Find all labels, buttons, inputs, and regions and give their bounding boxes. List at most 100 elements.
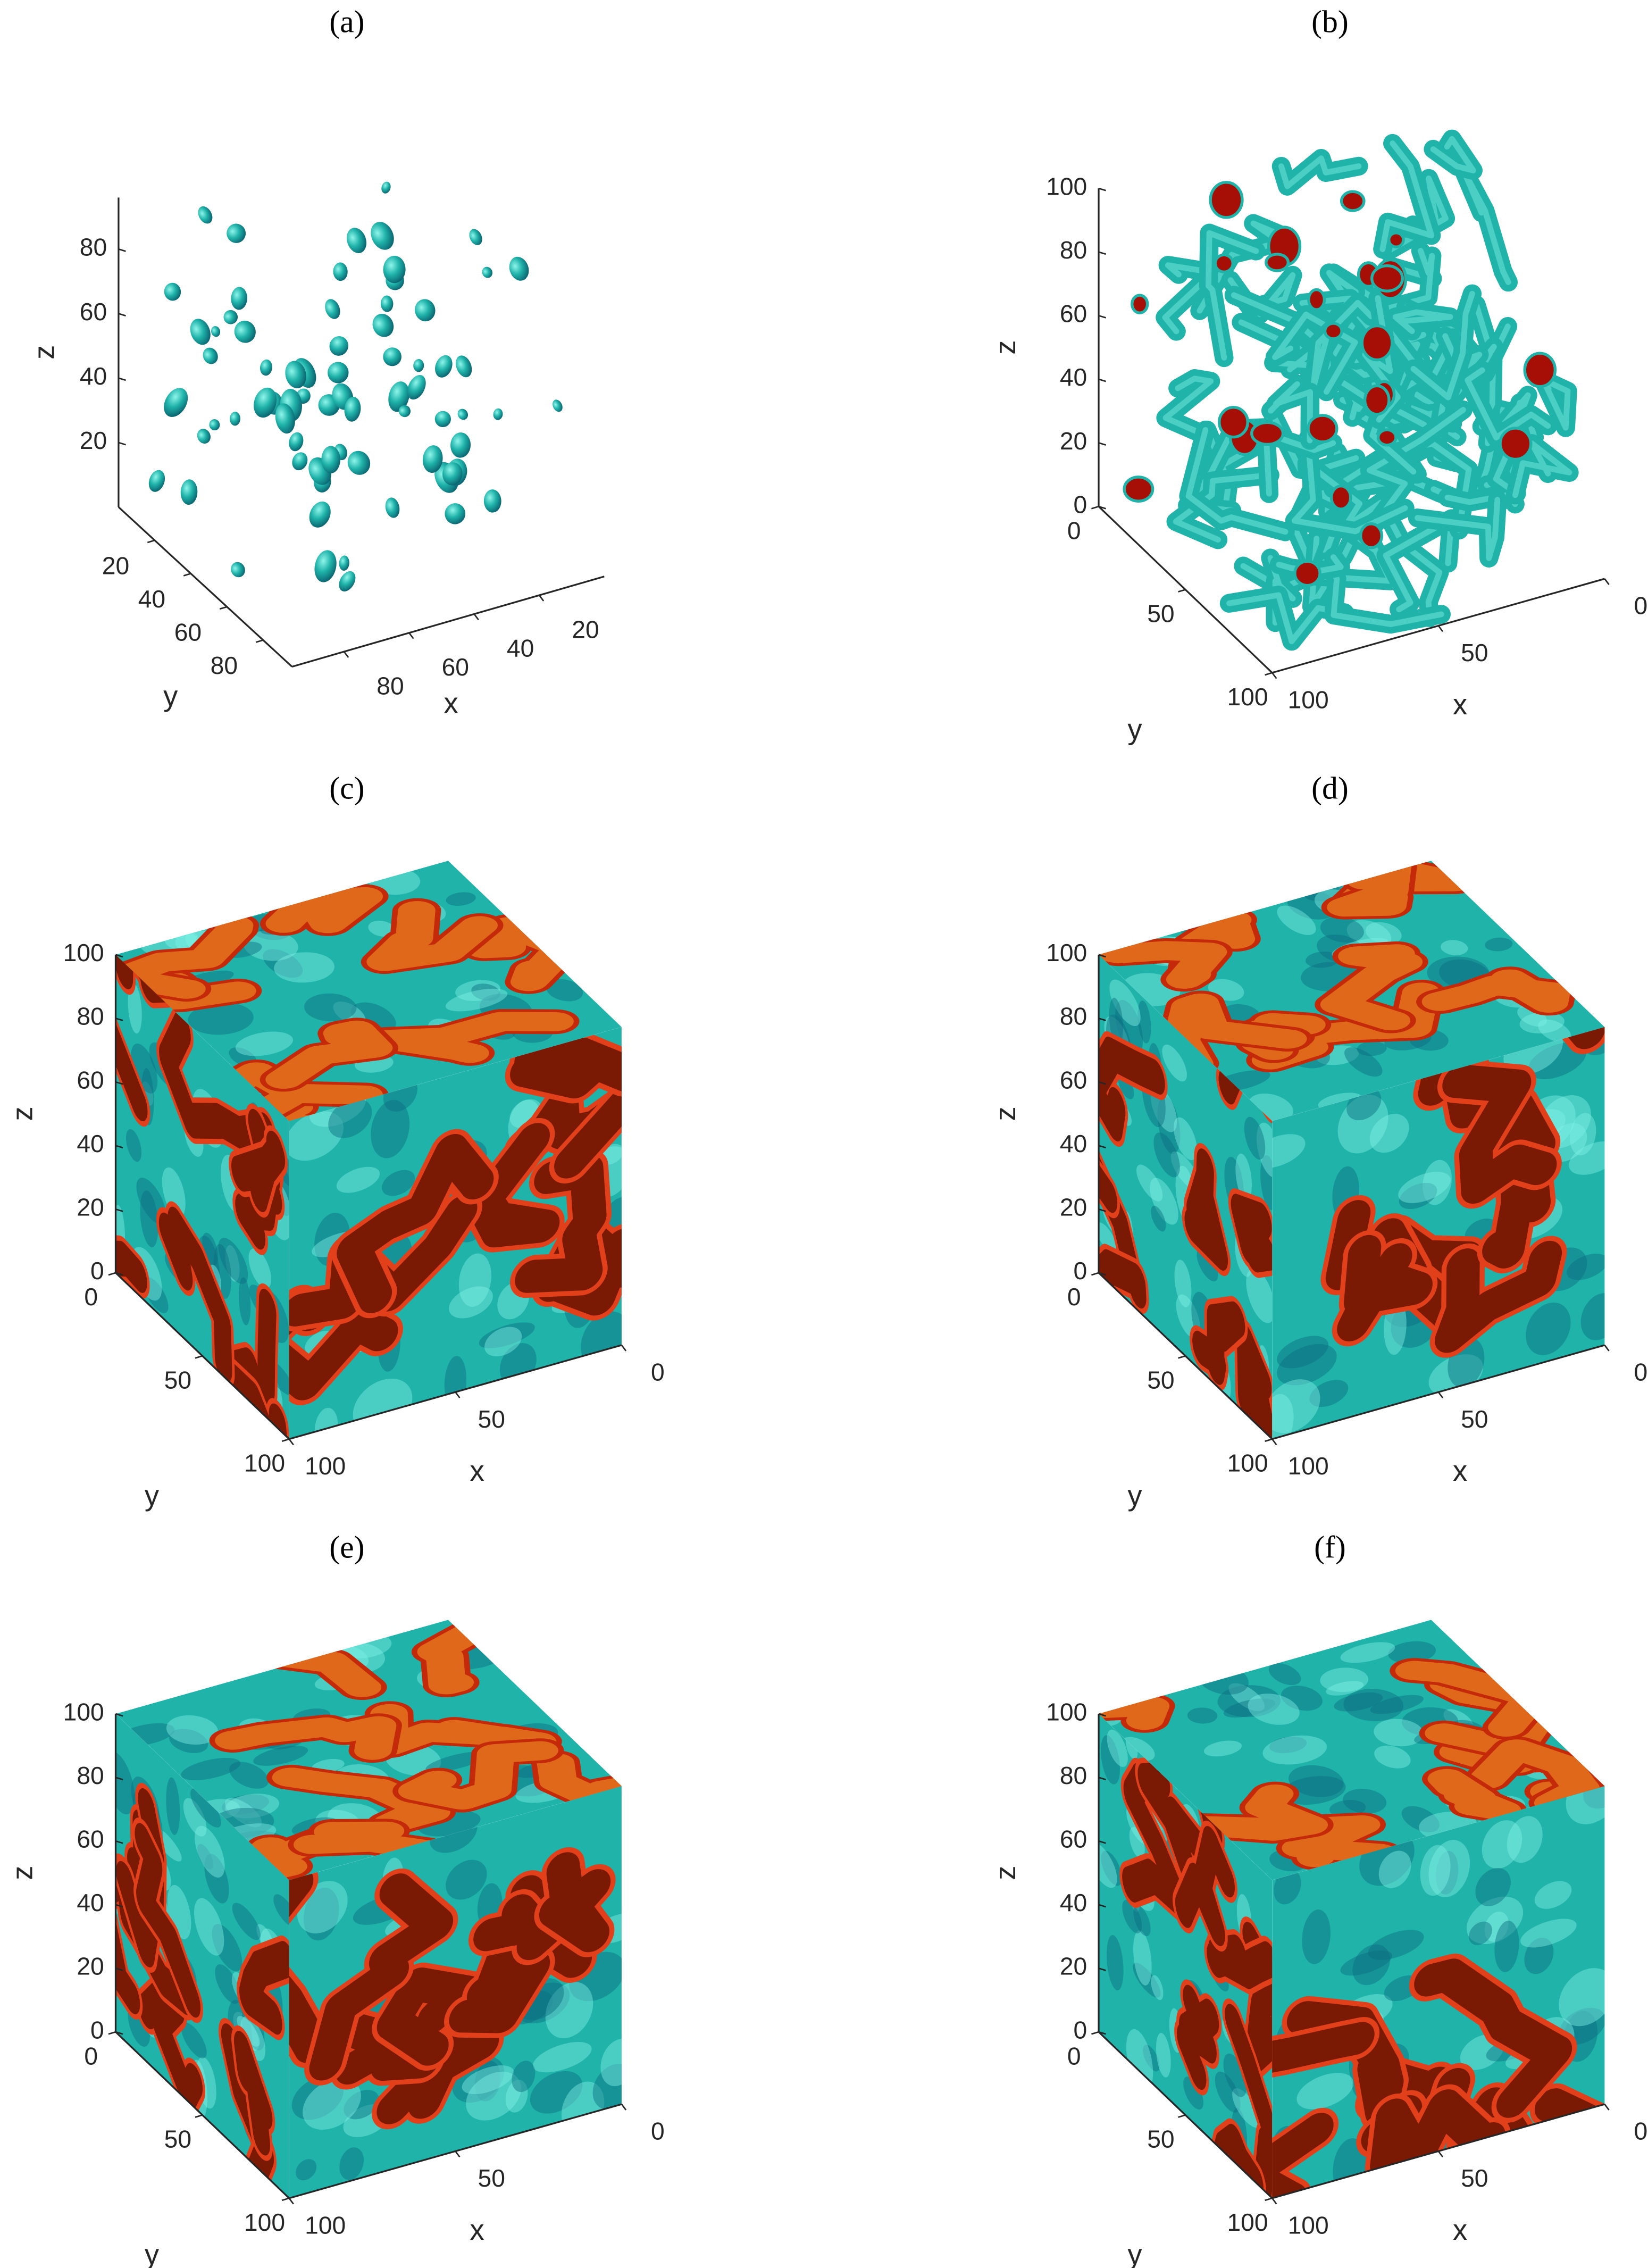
panel-title: (a) bbox=[329, 4, 364, 39]
panel-title: (f) bbox=[1314, 1530, 1346, 1565]
cap bbox=[368, 1012, 574, 1063]
z-tick bbox=[1098, 505, 1106, 510]
surface-shade bbox=[1583, 1786, 1605, 1809]
cap bbox=[1207, 1934, 1273, 1989]
surface-shade bbox=[1365, 922, 1402, 945]
surface-shade bbox=[546, 979, 583, 1002]
z-tick-label: 40 bbox=[1060, 1130, 1087, 1157]
face-content bbox=[289, 1786, 622, 2198]
face-background bbox=[115, 954, 289, 1439]
surface-shade bbox=[1156, 2033, 1171, 2078]
y-axis-label: y bbox=[1127, 1479, 1142, 1512]
surface-shade bbox=[1151, 1205, 1166, 1232]
surface-shade bbox=[1272, 1134, 1306, 1169]
surface-shade bbox=[1566, 1786, 1605, 1824]
cap bbox=[1293, 560, 1321, 587]
tube-highlight bbox=[1310, 299, 1374, 391]
cap bbox=[115, 1239, 147, 1437]
droplet bbox=[347, 451, 371, 475]
x-tick bbox=[1271, 2197, 1277, 2205]
surface-shade bbox=[221, 1794, 269, 1815]
droplet bbox=[371, 222, 394, 250]
z-tick bbox=[115, 1967, 123, 1971]
z-tick bbox=[1098, 187, 1106, 191]
surface-shade bbox=[1223, 1698, 1276, 1718]
z-tick-label: 0 bbox=[1074, 490, 1087, 518]
y-axis-label: y bbox=[1127, 2238, 1142, 2268]
y-tick-label: 0 bbox=[84, 2042, 98, 2070]
surface-shade bbox=[1099, 1222, 1116, 1252]
cap bbox=[1272, 2113, 1334, 2198]
z-tick bbox=[1098, 954, 1106, 958]
droplet bbox=[457, 408, 468, 420]
y-tick bbox=[255, 639, 264, 643]
x-tick-label: 100 bbox=[1288, 686, 1329, 713]
surface-shade bbox=[371, 1099, 410, 1158]
y-tick bbox=[195, 2114, 203, 2118]
surface-shade bbox=[530, 2071, 583, 2114]
cap bbox=[1363, 384, 1391, 416]
surface-shade bbox=[1388, 1641, 1436, 1664]
surface-shade bbox=[126, 1129, 142, 1162]
face-content bbox=[115, 954, 289, 1439]
surface-shade bbox=[1494, 1921, 1519, 1972]
droplet bbox=[254, 387, 277, 418]
z-tick-label: 40 bbox=[80, 362, 107, 390]
droplet bbox=[380, 295, 394, 312]
y-tick bbox=[108, 1272, 116, 1276]
z-tick-label: 20 bbox=[77, 1194, 104, 1221]
cap bbox=[289, 1867, 328, 2063]
surface-shade bbox=[1369, 1114, 1409, 1153]
cap bbox=[366, 901, 498, 971]
panel-title: (d) bbox=[1311, 770, 1349, 805]
z-tick-label: 80 bbox=[1060, 1762, 1087, 1789]
surface-shade bbox=[1370, 1695, 1424, 1714]
surface-shade bbox=[190, 1788, 221, 1828]
x-tick bbox=[1437, 1391, 1444, 1398]
y-tick bbox=[1265, 672, 1273, 676]
surface-shade bbox=[336, 1166, 380, 1193]
cap bbox=[1131, 294, 1149, 314]
tube-highlight bbox=[1461, 168, 1511, 285]
tube-highlight bbox=[1379, 140, 1435, 252]
cap bbox=[337, 1133, 494, 1313]
tube-highlight bbox=[1392, 309, 1453, 334]
z-tick-label: 60 bbox=[1060, 1825, 1087, 1853]
droplet bbox=[148, 470, 165, 492]
surface-shade bbox=[1368, 1930, 1424, 1960]
z-tick bbox=[118, 377, 126, 381]
x-tick-label: 0 bbox=[1634, 2117, 1648, 2145]
droplet bbox=[314, 550, 337, 582]
cap bbox=[293, 1821, 443, 1860]
surface-shade bbox=[1109, 979, 1141, 1027]
droplet bbox=[381, 181, 391, 194]
x-axis-label: x bbox=[1453, 688, 1467, 721]
surface-shade bbox=[1378, 1850, 1411, 1888]
surface-shade bbox=[289, 1111, 344, 1161]
droplet bbox=[435, 355, 453, 378]
surface-shade bbox=[1223, 2053, 1247, 2097]
cube-face bbox=[289, 1786, 622, 2198]
z-tick bbox=[1098, 1272, 1106, 1276]
isosurface bbox=[115, 861, 622, 1439]
y-tick bbox=[1178, 2114, 1186, 2118]
y-axis-label: y bbox=[145, 1479, 160, 1512]
surface-shade bbox=[115, 1751, 135, 1815]
z-tick bbox=[115, 1777, 123, 1781]
surface-shade bbox=[197, 1844, 213, 1870]
cube-face bbox=[289, 1027, 622, 1439]
droplet bbox=[260, 359, 272, 376]
cap bbox=[1099, 1054, 1143, 1298]
x-tick bbox=[538, 595, 545, 602]
cap bbox=[135, 1823, 201, 2018]
surface-shade bbox=[1398, 1172, 1451, 1203]
surface-shade bbox=[1344, 1047, 1383, 1077]
tube-highlight bbox=[1430, 136, 1476, 173]
z-tick-label: 0 bbox=[90, 2016, 104, 2044]
cap bbox=[1337, 1235, 1433, 1341]
surface-shade bbox=[545, 1982, 593, 2039]
surface-shade bbox=[1268, 1663, 1301, 1686]
surface-shade bbox=[194, 1825, 225, 1878]
y-tick-label: 100 bbox=[244, 1449, 285, 1477]
y-tick bbox=[1091, 505, 1099, 510]
